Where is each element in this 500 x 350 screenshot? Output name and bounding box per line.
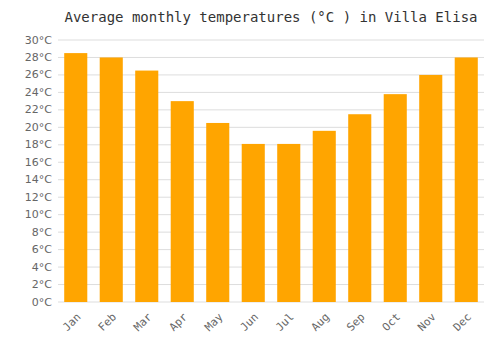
x-tick-label: Sep	[344, 311, 367, 334]
x-tick-label: Jun	[238, 311, 261, 334]
grid-line	[58, 40, 484, 41]
y-tick-label: 4°C	[32, 261, 52, 274]
chart-svg: Average monthly temperatures (°C ) in Vi…	[0, 0, 500, 350]
bar	[206, 123, 229, 302]
bars	[64, 53, 478, 302]
bar	[384, 94, 407, 302]
y-tick-label: 30°C	[25, 34, 52, 47]
title: Average monthly temperatures (°C ) in Vi…	[64, 9, 477, 25]
x-tick-label: Feb	[96, 311, 119, 334]
y-tick-label: 8°C	[32, 226, 52, 239]
y-tick-label: 2°C	[32, 278, 52, 291]
x-axis: Jan Feb Mar Apr May Jun Jul Aug Sep Oct Nov Dec	[60, 310, 474, 334]
x-tick-label: May	[202, 310, 226, 334]
bar	[419, 75, 442, 302]
x-tick-label: Dec	[451, 311, 474, 334]
bar	[64, 53, 87, 302]
x-tick-label: Oct	[380, 311, 403, 334]
bar	[277, 144, 300, 302]
y-tick-label: 10°C	[25, 208, 52, 221]
bar	[348, 114, 371, 302]
chart-container: Average monthly temperatures (°C ) in Vi…	[0, 0, 500, 350]
x-tick-label: Jan	[60, 311, 83, 334]
x-tick-label: Aug	[309, 311, 332, 334]
x-tick-label: Mar	[131, 310, 155, 334]
grid	[58, 40, 484, 302]
bar	[171, 101, 194, 302]
x-tick-label: Apr	[167, 310, 191, 334]
y-tick-label: 12°C	[25, 191, 52, 204]
y-tick-label: 26°C	[25, 68, 52, 81]
x-tick-label: Nov	[415, 310, 439, 334]
y-tick-label: 18°C	[25, 138, 52, 151]
bar	[100, 57, 123, 302]
y-tick-label: 24°C	[25, 86, 52, 99]
y-tick-label: 16°C	[25, 156, 52, 169]
y-tick-label: 0°C	[32, 296, 52, 309]
bar	[242, 144, 265, 302]
y-tick-label: 14°C	[25, 173, 52, 186]
y-tick-label: 28°C	[25, 51, 52, 64]
y-tick-label: 6°C	[32, 243, 52, 256]
y-tick-label: 22°C	[25, 103, 52, 116]
x-tick-label: Jul	[273, 311, 296, 334]
bar	[455, 57, 478, 302]
y-axis: 0°C 2°C 4°C 6°C 8°C 10°C 12°C 14°C 16°C 18°C 20°C 2…	[25, 34, 52, 309]
bar	[135, 71, 158, 302]
bar	[313, 131, 336, 302]
y-tick-label: 20°C	[25, 121, 52, 134]
